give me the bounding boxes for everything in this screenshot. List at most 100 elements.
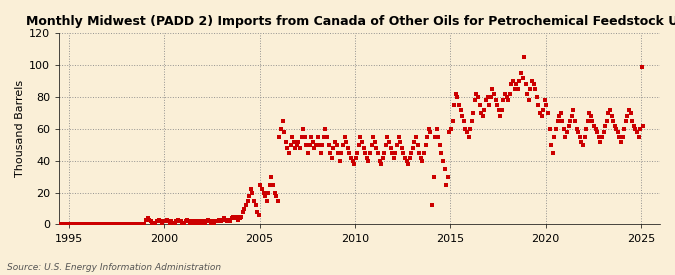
- Point: [139, 222, 150, 227]
- Point: [600, 123, 611, 128]
- Point: [110, 222, 121, 227]
- Point: [78, 222, 89, 227]
- Point: [98, 222, 109, 227]
- Point: [282, 146, 293, 150]
- Point: [418, 151, 429, 155]
- Point: [186, 219, 197, 224]
- Point: [275, 127, 286, 131]
- Point: [307, 139, 318, 144]
- Point: [373, 151, 383, 155]
- Point: [107, 222, 118, 227]
- Point: [261, 198, 272, 203]
- Point: [96, 222, 107, 227]
- Point: [381, 143, 392, 147]
- Point: [390, 151, 401, 155]
- Point: [425, 130, 436, 134]
- Point: [455, 108, 466, 112]
- Point: [126, 222, 137, 227]
- Point: [247, 190, 258, 195]
- Point: [180, 219, 191, 224]
- Point: [290, 146, 300, 150]
- Point: [517, 76, 528, 80]
- Point: [475, 103, 485, 107]
- Point: [293, 139, 304, 144]
- Point: [468, 111, 479, 115]
- Point: [333, 151, 344, 155]
- Point: [198, 219, 209, 224]
- Point: [188, 221, 199, 225]
- Point: [28, 222, 38, 227]
- Point: [437, 159, 448, 163]
- Point: [361, 155, 372, 160]
- Point: [42, 222, 53, 227]
- Point: [274, 135, 285, 139]
- Point: [211, 219, 221, 224]
- Point: [217, 218, 227, 222]
- Point: [466, 119, 477, 123]
- Point: [552, 119, 563, 123]
- Point: [134, 222, 145, 227]
- Point: [132, 222, 143, 227]
- Point: [485, 95, 496, 99]
- Point: [512, 87, 523, 91]
- Point: [369, 139, 380, 144]
- Point: [590, 127, 601, 131]
- Point: [206, 221, 217, 225]
- Point: [228, 214, 239, 219]
- Point: [589, 123, 599, 128]
- Point: [374, 159, 385, 163]
- Point: [516, 71, 526, 75]
- Point: [355, 135, 366, 139]
- Point: [342, 146, 353, 150]
- Point: [248, 198, 259, 203]
- Point: [223, 218, 234, 222]
- Point: [549, 135, 560, 139]
- Point: [406, 151, 416, 155]
- Point: [260, 194, 271, 198]
- Point: [597, 135, 608, 139]
- Point: [349, 162, 360, 166]
- Point: [68, 222, 78, 227]
- Point: [117, 222, 128, 227]
- Point: [460, 127, 470, 131]
- Point: [29, 222, 40, 227]
- Point: [32, 222, 43, 227]
- Point: [242, 198, 253, 203]
- Point: [329, 139, 340, 144]
- Point: [269, 190, 280, 195]
- Point: [364, 151, 375, 155]
- Point: [320, 127, 331, 131]
- Point: [524, 98, 535, 102]
- Point: [376, 162, 387, 166]
- Point: [504, 92, 515, 96]
- Point: [544, 127, 555, 131]
- Point: [164, 221, 175, 225]
- Point: [163, 219, 173, 224]
- Point: [113, 222, 124, 227]
- Point: [302, 151, 313, 155]
- Point: [76, 222, 86, 227]
- Point: [354, 143, 364, 147]
- Point: [31, 222, 42, 227]
- Point: [452, 95, 463, 99]
- Point: [140, 218, 151, 222]
- Point: [444, 130, 455, 134]
- Point: [344, 151, 355, 155]
- Point: [632, 130, 643, 134]
- Point: [236, 214, 246, 219]
- Point: [118, 222, 129, 227]
- Point: [625, 111, 636, 115]
- Point: [630, 127, 641, 131]
- Point: [284, 151, 294, 155]
- Point: [431, 127, 442, 131]
- Point: [558, 127, 569, 131]
- Point: [271, 194, 281, 198]
- Point: [341, 139, 352, 144]
- Point: [169, 221, 180, 225]
- Point: [157, 221, 167, 225]
- Point: [409, 139, 420, 144]
- Point: [497, 108, 508, 112]
- Point: [637, 65, 647, 69]
- Point: [568, 108, 578, 112]
- Point: [258, 190, 269, 195]
